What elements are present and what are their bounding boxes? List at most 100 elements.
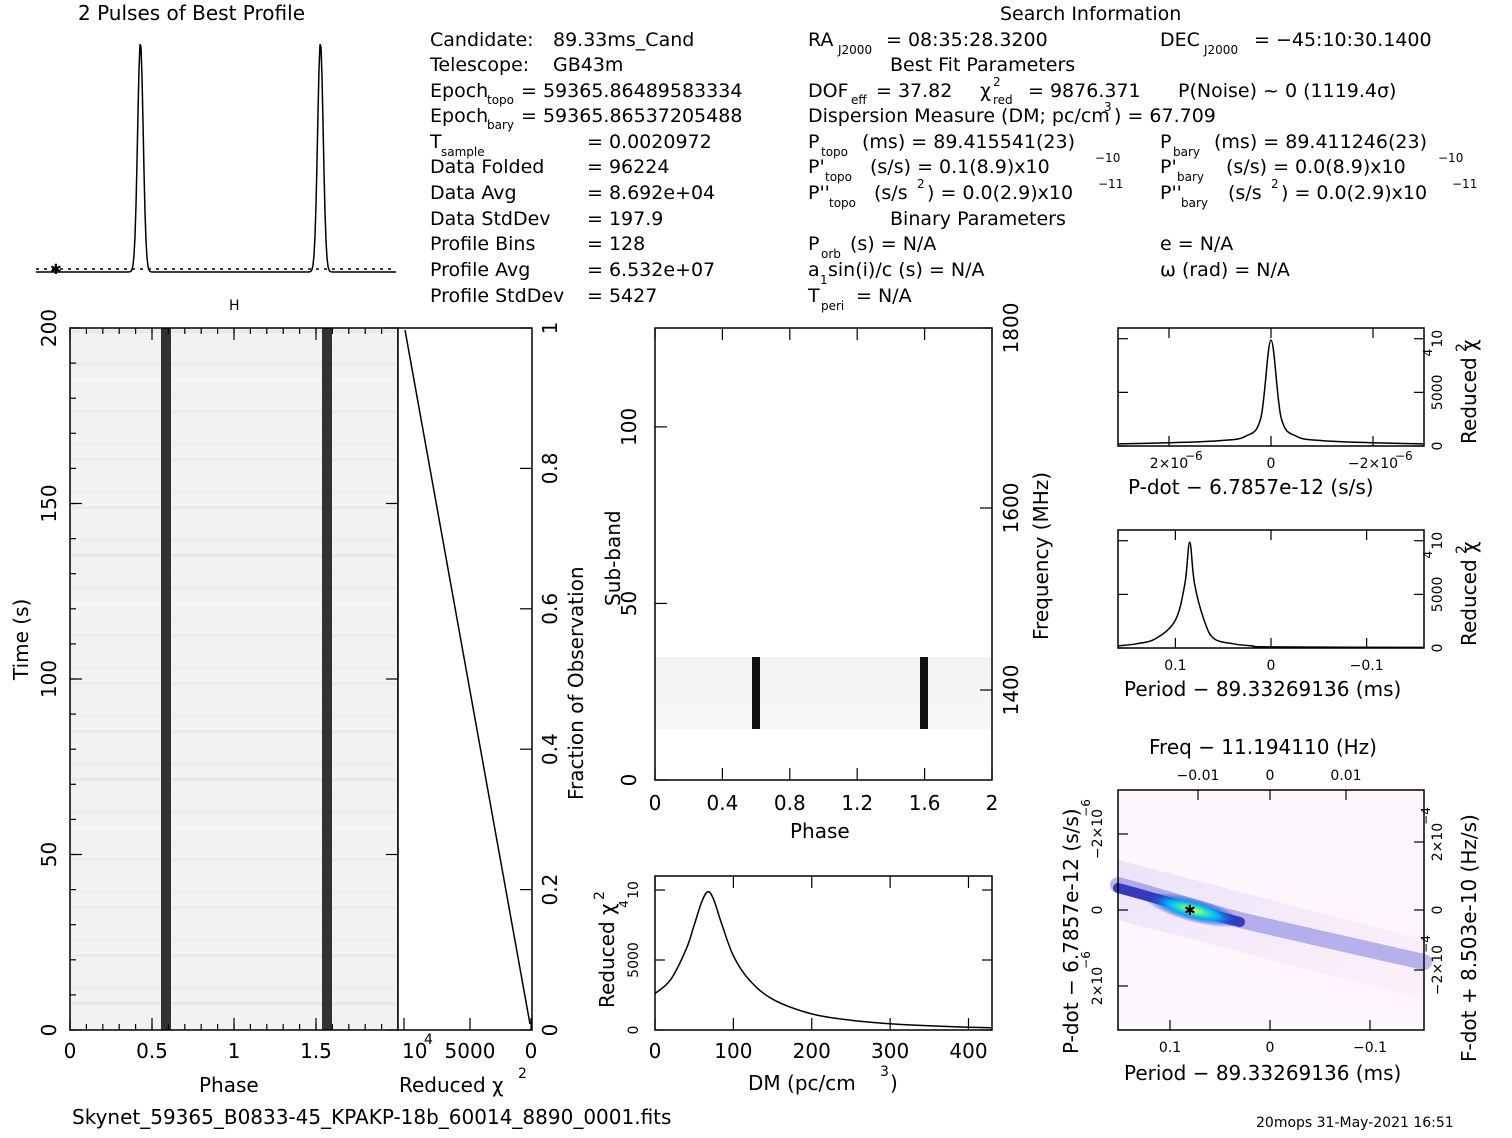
subband-xtick-label: 2 [986,791,999,815]
time-phase-row [72,586,396,589]
asini-sub: 1 [820,273,828,287]
time-phase-row [72,618,396,621]
pbary-sub: bary [1173,145,1200,159]
period-panel: 0 5000 104 0.1 0 −0.1 Period − 89.33269136 (m… [1117,529,1481,701]
time-phase-ticks: 0 0.5 1 1.5 0 50 100 150 200 [37,309,399,1063]
time-phase-row [72,666,396,669]
time-phase-row [72,874,396,877]
dm-xtick-label: 0 [649,1039,662,1063]
pdot-topo-exp: −10 [1095,151,1120,165]
time-phase-row [72,490,396,493]
subband-band [655,657,992,729]
dm-xlabel: DM (pc/cm [748,1071,856,1095]
pddot-topo-value2: ) = 0.0(2.9)x10 [927,182,1073,204]
avg-label: Data Avg [430,182,517,204]
ppdot-y2tick-label: 0 [1430,906,1446,915]
dm-ylabel: Reduced χ [595,903,619,1008]
pstd-label: Profile StdDev [430,285,564,307]
ppdot-ytick-label: −2×10 [1090,809,1106,859]
time-phase-row [72,410,396,413]
chi-fraction-xlabel: Reduced χ [399,1073,504,1097]
time-phase-row [72,858,396,861]
ptopo-sub: topo [821,145,848,159]
pddot-topo-sub: topo [829,196,856,210]
pulse-stripe-1 [161,328,171,1030]
chi-fraction-xlabel-sup: 2 [518,1066,527,1082]
ppdot-peak [1144,892,1242,928]
period-ytick-label: 0 [1430,644,1446,653]
period-ylabel: Reduced χ [1457,541,1481,646]
pddot-topo-value: (s/s [874,182,908,204]
chi-fraction-xtick-label: 5000 [445,1039,496,1063]
period-ylabel-sup: 2 [1454,545,1470,554]
time-phase-row [72,474,396,477]
binary-title: Binary Parameters [890,208,1066,230]
epoch-topo-value: = 59365.86489583334 [521,80,742,102]
pdot-bary-sub: bary [1177,170,1204,184]
time-phase-row [72,346,396,349]
dm-label: Dispersion Measure (DM; pc/cm [808,105,1110,127]
subband-ticks: 0 0.4 0.8 1.2 1.6 2 0 50 100 1400 1600 1800 [617,303,1023,815]
pdot-xlabel: P-dot − 6.7857e-12 (s/s) [1128,475,1374,499]
pdot-bary-exp: −10 [1438,151,1463,165]
period-xlabel: Period − 89.33269136 (ms) [1124,677,1401,701]
tsample-label: T [429,131,442,153]
ppdot-xtick-label: 0.1 [1159,1040,1181,1056]
time-phase-row [72,954,396,957]
epoch-topo-label: Epoch [430,80,488,102]
porb-label: P [808,233,819,255]
time-phase-row [72,810,396,813]
dof-sub: eff [851,93,867,107]
pdot-bary-value: (s/s) = 0.0(8.9)x10 [1226,156,1406,178]
dm-ytick-label: 10 [626,881,642,899]
porb-value: (s) = N/A [850,233,936,255]
chi-fraction-panel: 0 0.2 0.4 0.6 0.8 1 10 5000 0 4 Reduced χ 2 Fract… [397,322,588,1097]
ptopo-value: (ms) = 89.415541(23) [862,131,1075,153]
ppdot-y2tick-label: −2×10 [1430,945,1446,995]
subband-ylabel: Sub-band [601,510,625,606]
info-block: Search Information Candidate: 89.33ms_Ca… [429,3,1477,313]
tsample-sub: sample [441,145,485,159]
dm-xtick-label: 400 [949,1039,987,1063]
ra-label: RA [808,29,833,51]
asini-value: sin(i)/c (s) = N/A [828,259,985,281]
telescope-label: Telescope: [429,54,529,76]
ppdot-title: Freq − 11.194110 (Hz) [1149,735,1377,759]
subband-ylabel-right: Frequency (MHz) [1029,472,1053,640]
dec-value: = −45:10:30.1400 [1254,29,1432,51]
pdot-curve [1117,339,1425,445]
subband-xtick-label: 0.8 [774,791,806,815]
ppdot-xtick-label: −0.1 [1353,1040,1387,1056]
pddot-bary-label: P'' [1160,182,1182,204]
dm-xtick-label: 100 [714,1039,752,1063]
bestfit-title: Best Fit Parameters [890,54,1075,76]
ppdot-ylabel: P-dot − 6.7857e-12 (s/s) [1059,808,1083,1054]
dm-xlabel-end: ) [890,1071,898,1095]
time-phase-row [72,906,396,909]
ecc-value: e = N/A [1160,233,1233,255]
dec-sub: J2000 [1203,43,1238,57]
time-phase-row [72,394,396,397]
telescope-value: GB43m [553,54,623,76]
time-phase-row [72,986,396,989]
dm-ytick-exp: 4 [617,900,631,908]
subband-xtick-label: 0 [649,791,662,815]
ra-sub: J2000 [837,43,872,57]
time-phase-stripes [72,330,396,1021]
profile-note: H [229,298,240,314]
dm-panel: 0 5000 104 0 100 200 300 400 DM (pc/cm 3 ) Redu… [592,875,993,1095]
time-phase-row [72,650,396,653]
dof-label: DOF [808,80,849,102]
period-ytick-label: 10 [1430,532,1446,550]
dm-ytick-label: 0 [626,1026,642,1035]
subband-ytick-label: 0 [617,774,641,787]
time-phase-row [72,794,396,797]
time-phase-row [72,602,396,605]
pavg-label: Profile Avg [430,259,530,281]
ptopo-label: P [808,131,819,153]
pddot-bary-value: (s/s [1228,182,1262,204]
pdot-ytick-label: 0 [1430,442,1446,451]
time-phase-row [72,554,396,557]
